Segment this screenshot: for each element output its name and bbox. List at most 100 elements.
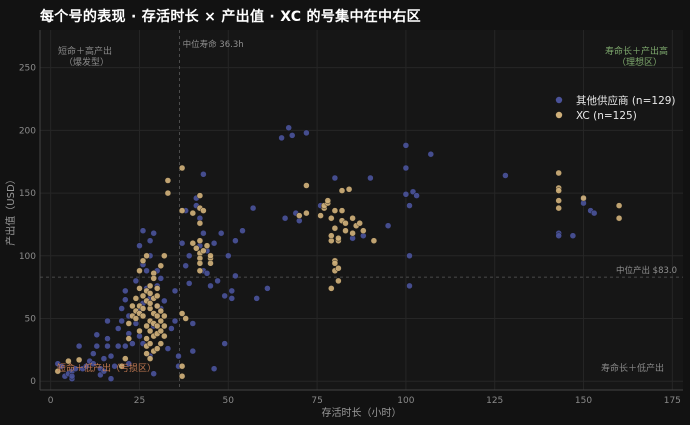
data-point	[104, 342, 111, 350]
data-point	[200, 229, 207, 237]
y-axis-label: 产出值（USD）	[4, 174, 17, 245]
data-point	[104, 317, 111, 325]
data-point	[164, 189, 172, 197]
quadrant-label-bottom-left: 短命＋低产出（亏损区）	[57, 362, 156, 374]
data-point	[331, 260, 339, 267]
data-point	[72, 365, 79, 372]
data-point	[367, 174, 374, 182]
legend-label: 其他供应商 (n=129)	[576, 94, 676, 107]
data-point	[232, 237, 239, 244]
median-y-label: 中位产出 $83.0	[616, 265, 677, 276]
data-point	[189, 209, 197, 217]
data-point	[171, 317, 179, 325]
data-point	[132, 295, 140, 302]
data-point	[157, 317, 165, 325]
data-point	[136, 267, 143, 274]
data-point	[413, 192, 420, 199]
data-point	[118, 305, 125, 312]
data-point	[90, 350, 97, 357]
data-point	[384, 222, 392, 229]
data-point	[178, 207, 186, 214]
y-tick-label: 250	[19, 64, 36, 74]
data-point	[402, 142, 410, 149]
data-point	[427, 150, 434, 158]
data-point	[349, 229, 356, 237]
data-point	[104, 335, 111, 342]
quadrant-labels: 短命＋高产出（爆发型） 寿命长＋产出高（理想区） 短命＋低产出（亏损区） 寿命长＋低产…	[57, 45, 668, 374]
data-point	[591, 209, 598, 217]
data-point	[303, 129, 310, 137]
data-point	[303, 209, 310, 217]
data-point	[207, 260, 214, 267]
x-tick-label: 50	[223, 396, 235, 406]
data-point	[185, 280, 193, 287]
data-point	[203, 270, 211, 277]
data-point	[143, 322, 150, 330]
data-point	[146, 282, 154, 290]
data-point	[139, 257, 147, 264]
x-tick-label: 0	[48, 396, 54, 406]
data-point	[555, 197, 562, 204]
x-tick-label: 175	[664, 396, 681, 406]
data-point	[146, 300, 154, 307]
quadrant-label-top-right: （理想区）	[617, 56, 662, 68]
legend-marker	[555, 96, 563, 104]
data-point	[289, 132, 296, 139]
data-point	[143, 267, 150, 274]
data-point	[221, 340, 228, 347]
data-point	[114, 342, 122, 350]
data-point	[122, 355, 129, 362]
data-point	[146, 237, 154, 244]
data-point	[168, 325, 175, 332]
data-point	[139, 227, 147, 234]
data-point	[139, 305, 147, 312]
data-point	[122, 342, 129, 350]
data-point	[335, 277, 342, 285]
legend-marker	[555, 111, 563, 119]
data-point	[139, 292, 147, 300]
data-point	[146, 340, 154, 347]
data-point	[125, 360, 133, 367]
data-point	[342, 227, 349, 234]
data-point	[182, 262, 189, 269]
data-point	[281, 214, 289, 222]
data-point	[54, 368, 61, 375]
data-point	[107, 352, 115, 360]
y-tick-label: 150	[19, 189, 36, 199]
data-point	[200, 207, 207, 214]
quadrant-label-top-right: 寿命长＋产出高	[605, 45, 668, 57]
x-tick-label: 125	[486, 396, 503, 406]
data-point	[196, 237, 204, 244]
data-point	[161, 312, 168, 320]
data-point	[58, 363, 65, 370]
data-point	[185, 252, 193, 260]
data-point	[317, 212, 324, 219]
data-point	[200, 171, 207, 178]
data-point	[136, 242, 143, 249]
data-point	[207, 282, 214, 290]
data-point	[555, 187, 562, 194]
data-point	[217, 229, 225, 237]
data-point	[214, 277, 221, 285]
data-point	[136, 285, 143, 292]
data-point	[157, 275, 165, 282]
data-point	[150, 229, 157, 237]
data-point	[285, 124, 292, 132]
data-point	[161, 252, 168, 260]
data-point	[161, 332, 168, 340]
data-point	[143, 335, 150, 342]
data-point	[182, 315, 189, 322]
data-point	[278, 134, 285, 142]
data-point	[175, 352, 182, 360]
data-point	[178, 363, 186, 370]
data-point	[129, 340, 136, 347]
data-point	[555, 169, 562, 177]
y-tick-label: 0	[30, 377, 36, 387]
quadrant-label-top-left: （爆发型）	[64, 56, 109, 68]
data-point	[118, 363, 125, 370]
data-point	[324, 197, 331, 204]
data-point	[370, 237, 378, 244]
data-point	[615, 214, 623, 222]
x-tick-label: 100	[397, 396, 414, 406]
